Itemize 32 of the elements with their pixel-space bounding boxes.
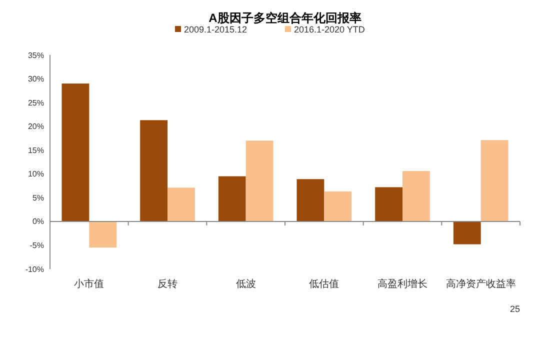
y-tick-label: -10% <box>25 264 44 274</box>
x-tick-label: 小市值 <box>74 278 104 290</box>
x-tick-label: 高盈利增长 <box>378 278 428 290</box>
y-tick-label: 35% <box>28 50 44 60</box>
bar <box>480 140 508 222</box>
bar <box>453 221 481 244</box>
bar <box>296 179 324 222</box>
legend-label: 2009.1-2015.12 <box>184 24 248 35</box>
y-tick-label: 20% <box>28 122 44 132</box>
y-tick-label: 15% <box>28 146 44 155</box>
y-tick-label: 25% <box>28 98 44 108</box>
y-tick-label: 10% <box>28 170 44 179</box>
bar <box>246 140 274 222</box>
legend-label: 2016.1-2020 YTD <box>294 24 366 35</box>
bar <box>89 221 117 248</box>
bar <box>324 191 352 222</box>
chart-title: A股因子多空组合年化回报率 <box>208 11 362 25</box>
x-tick-label: 低估值 <box>309 279 340 290</box>
bar <box>218 176 246 222</box>
x-tick-label: 低波 <box>236 278 256 290</box>
text: 25 <box>510 304 520 314</box>
bar <box>168 188 195 222</box>
y-tick-label: 5% <box>32 193 44 202</box>
bar <box>140 120 168 222</box>
bar <box>375 187 402 222</box>
x-tick-label: 反转 <box>158 278 178 290</box>
y-tick-label: 0% <box>32 217 44 226</box>
x-tick-label: 高净资产收益率 <box>446 278 516 290</box>
y-tick-label: 30% <box>28 74 44 84</box>
bar <box>402 171 430 222</box>
bar <box>62 84 90 222</box>
y-tick-label: -5% <box>30 241 44 250</box>
